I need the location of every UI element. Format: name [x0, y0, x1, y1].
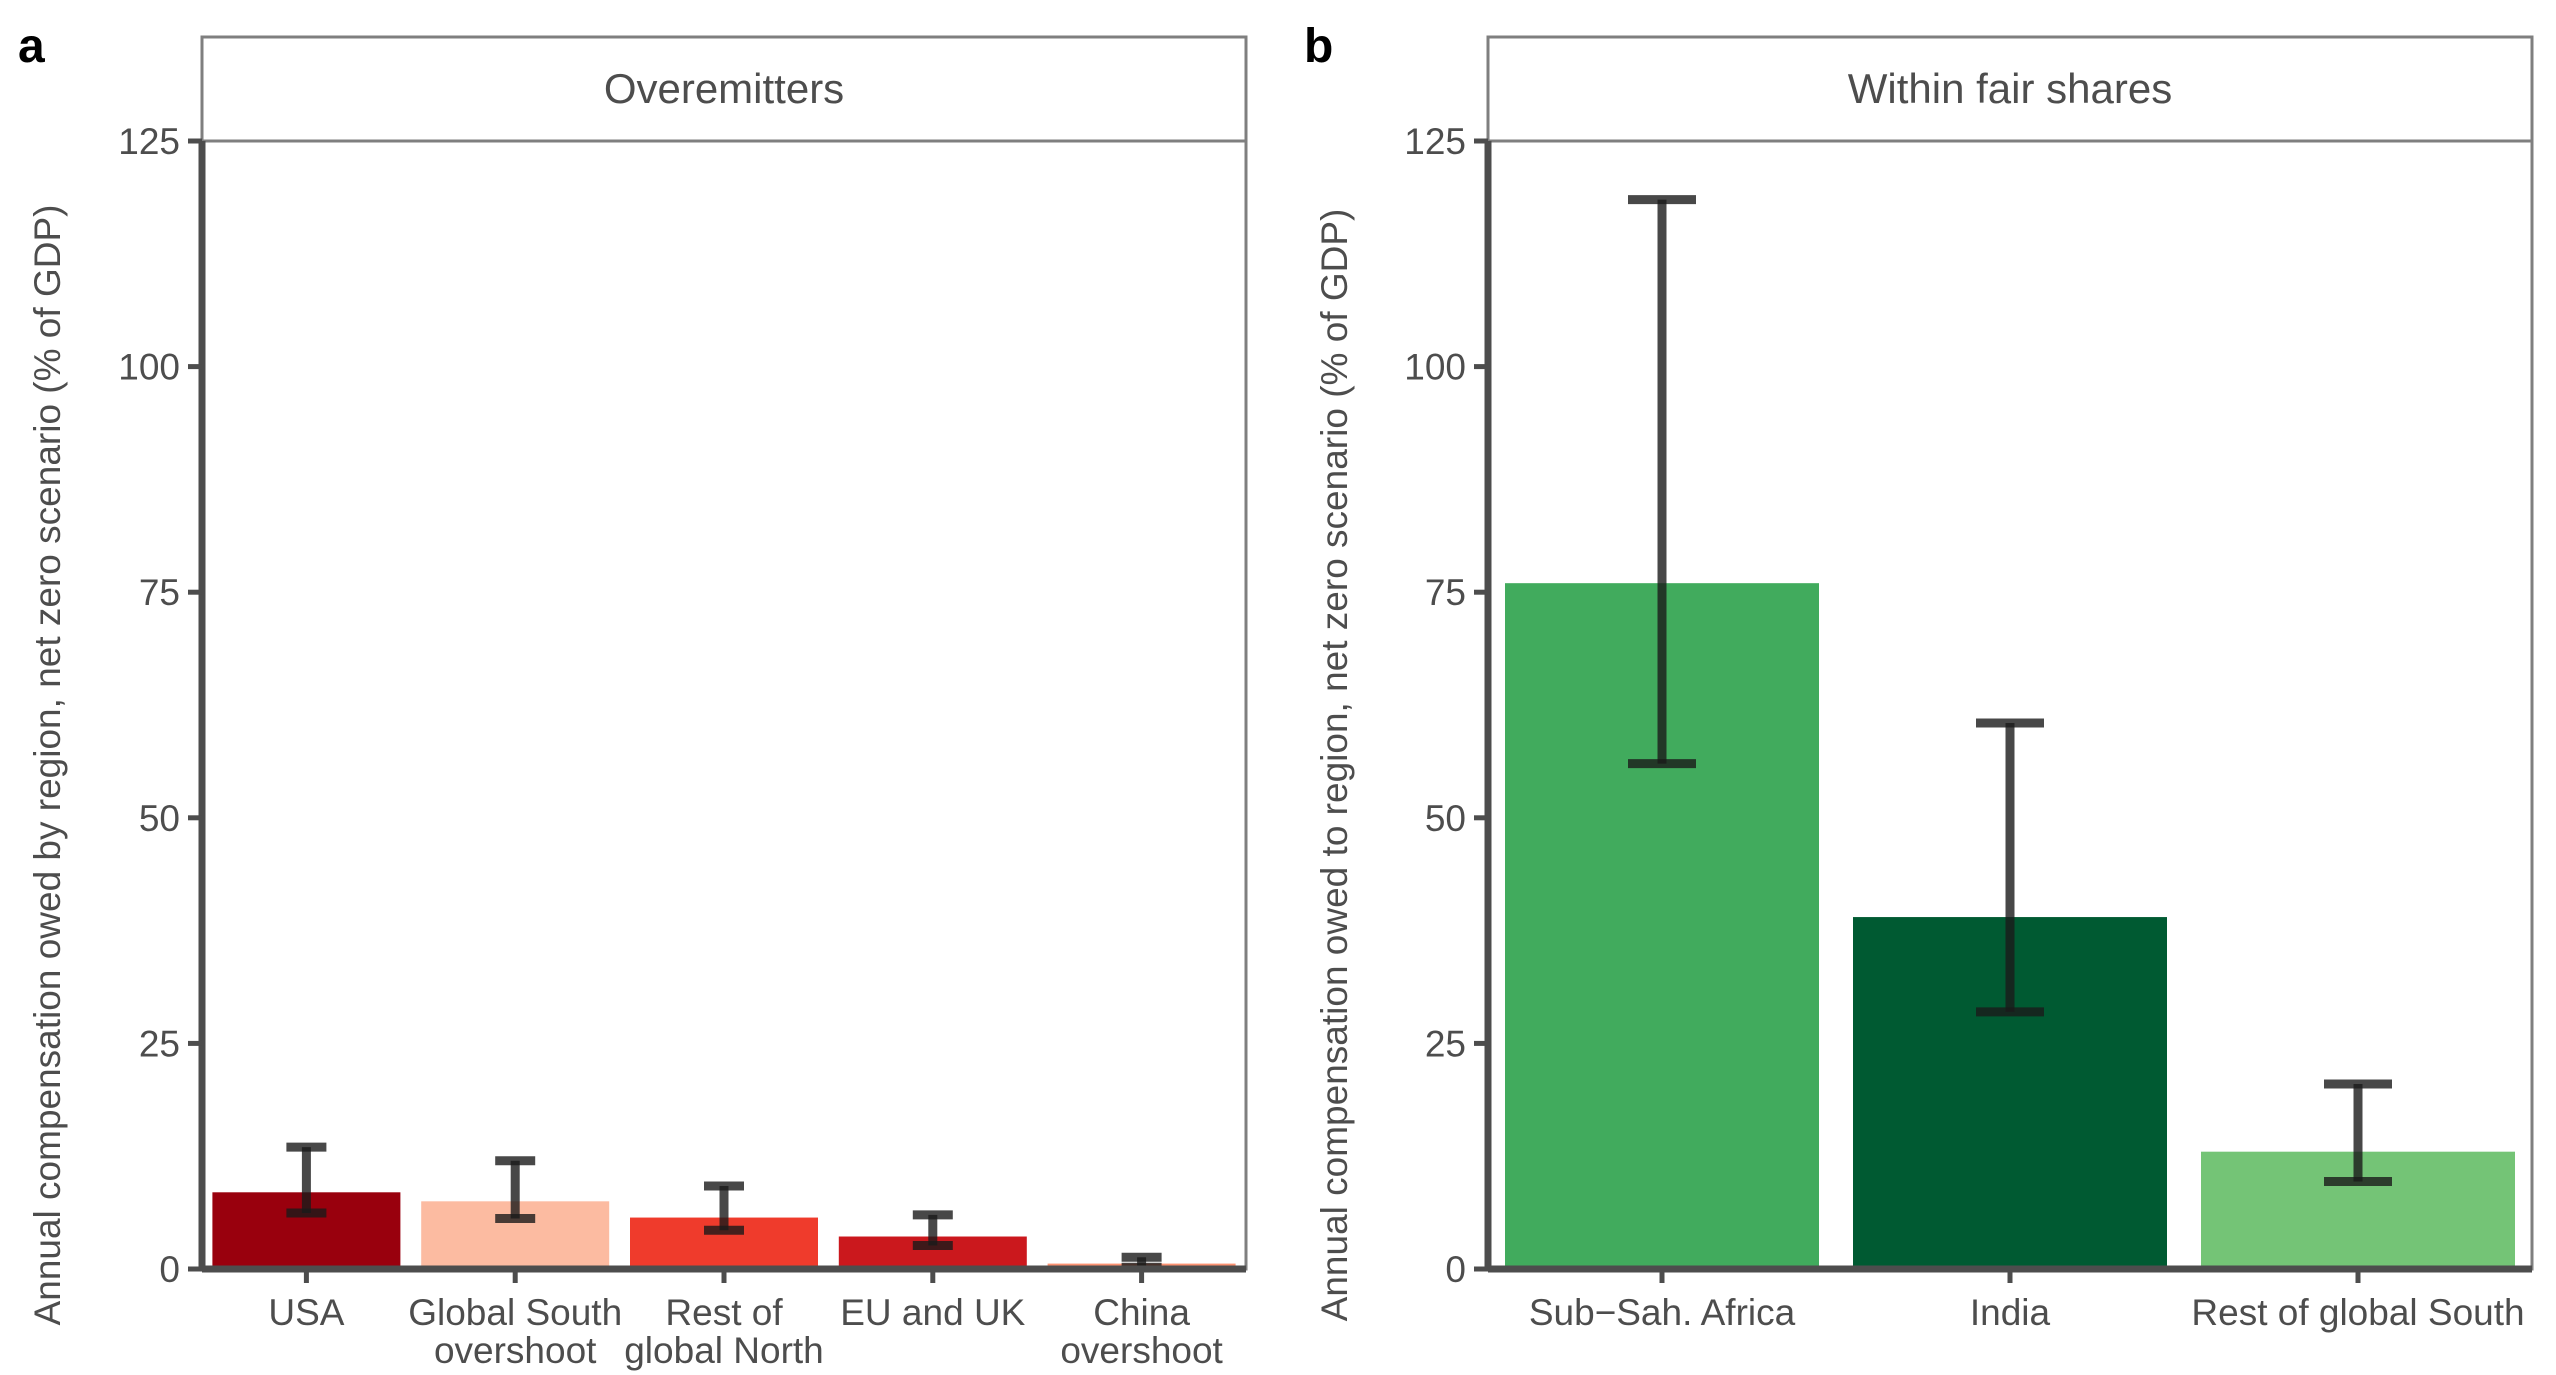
error-bar: [1976, 718, 2044, 1017]
x-tick-label: Sub−Sah. Africa: [1529, 1292, 1796, 1333]
x-tick-label: Rest of global South: [2191, 1292, 2524, 1333]
strip-box: [200, 35, 1248, 143]
error-bar: [1628, 195, 1696, 769]
x-tick-label-line: India: [1970, 1292, 2051, 1333]
x-tick-label-line: Global South: [408, 1292, 622, 1333]
error-bar: [495, 1156, 536, 1223]
y-tick-label: 25: [139, 1023, 180, 1064]
y-tick-label: 0: [1445, 1249, 1466, 1290]
y-tick-label: 0: [159, 1249, 180, 1290]
panel-letter: a: [18, 20, 45, 73]
x-tick-label: China overshoot: [1060, 1292, 1223, 1371]
y-tick-label: 125: [118, 121, 180, 162]
x-tick-label: India: [1970, 1292, 2051, 1333]
error-bar: [912, 1210, 953, 1251]
x-tick-label-line: EU and UK: [840, 1292, 1025, 1333]
x-tick-label-line: global North: [624, 1330, 824, 1371]
y-tick-label: 100: [118, 347, 180, 388]
error-bar: [704, 1181, 744, 1235]
y-tick-label: 125: [1404, 121, 1466, 162]
error-bar: [286, 1142, 327, 1218]
x-tick-label: Rest of global North: [624, 1292, 824, 1371]
x-tick-label: Global South overshoot: [408, 1292, 622, 1371]
y-tick-label: 75: [139, 572, 180, 613]
panel-a: a Overemitters 0 25 50 75 100 125 USA Global Sout…: [18, 20, 1248, 1371]
y-tick-label: 75: [1425, 572, 1466, 613]
x-tick-label-line: Rest of global South: [2191, 1292, 2524, 1333]
x-tick-label-line: Sub−Sah. Africa: [1529, 1292, 1796, 1333]
panel-letter: b: [1304, 20, 1333, 73]
x-tick-label: USA: [268, 1292, 344, 1333]
strip-box: [1486, 35, 2534, 143]
x-tick-label-line: Rest of: [665, 1292, 783, 1333]
x-tick-label-line: overshoot: [1060, 1330, 1223, 1371]
panel-border: [200, 139, 1248, 1271]
y-axis-title: Annual compensation owed to region, net …: [1314, 209, 1355, 1322]
x-tick-label: EU and UK: [840, 1292, 1025, 1333]
panel-b: b Within fair shares 0 25 50 75 100 125 Sub−Sah.…: [1304, 20, 2534, 1333]
error-bar: [2324, 1079, 2392, 1186]
y-axis-title: Annual compensation owed by region, net …: [27, 205, 68, 1326]
y-tick-label: 25: [1425, 1023, 1466, 1064]
y-tick-label: 50: [139, 798, 180, 839]
y-tick-label: 50: [1425, 798, 1466, 839]
x-tick-label-line: China: [1093, 1292, 1190, 1333]
y-tick-label: 100: [1404, 347, 1466, 388]
x-tick-label-line: USA: [268, 1292, 344, 1333]
strip-title: Overemitters: [604, 65, 844, 112]
x-tick-label-line: overshoot: [434, 1330, 597, 1371]
strip-title: Within fair shares: [1848, 65, 2172, 112]
